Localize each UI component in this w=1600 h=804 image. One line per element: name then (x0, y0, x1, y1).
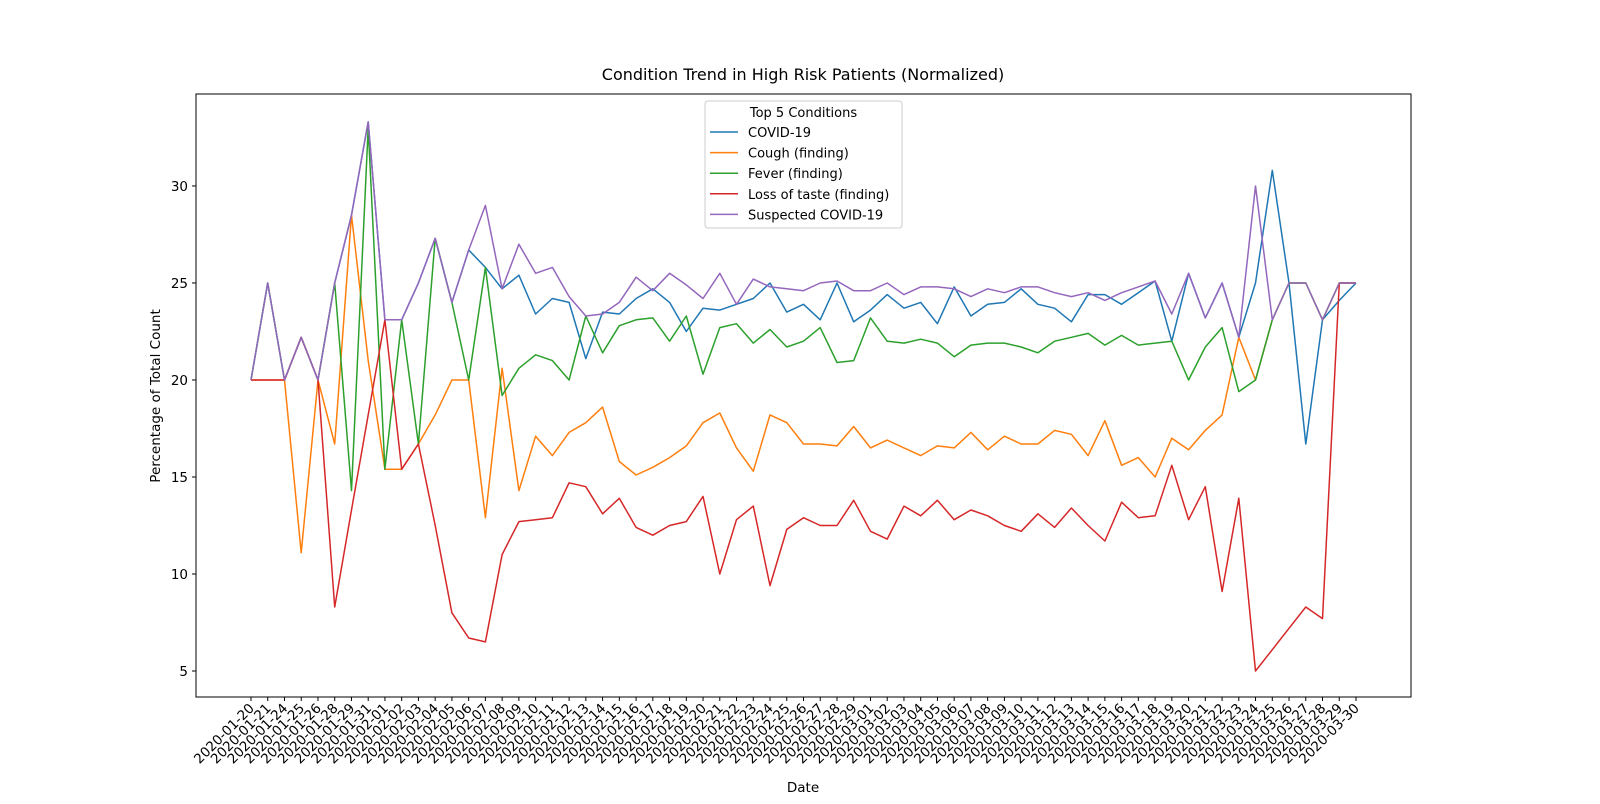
legend-label: Cough (finding) (748, 147, 849, 162)
y-tick-label: 10 (171, 567, 188, 583)
series-line (251, 214, 1356, 554)
legend-title: Top 5 Conditions (749, 106, 858, 121)
legend-label: Loss of taste (finding) (748, 188, 889, 203)
legend: Top 5 Conditions COVID-19 Cough (finding) F… (704, 100, 903, 229)
y-axis-label: Percentage of Total Count (148, 309, 164, 482)
legend-label: Suspected COVID-19 (748, 208, 883, 223)
y-tick-label: 15 (171, 470, 188, 486)
series-line (250, 121, 1356, 381)
legend-label: Fever (finding) (748, 167, 843, 182)
chart-title: Condition Trend in High Risk Patients (N… (602, 65, 1004, 84)
y-tick-label: 20 (171, 373, 188, 389)
legend-label: COVID-19 (748, 126, 811, 141)
y-tick-label: 30 (171, 179, 188, 195)
series-line (251, 282, 1356, 672)
x-axis-label: Date (787, 780, 819, 796)
y-tick-label: 25 (171, 276, 188, 292)
y-tick-label: 5 (179, 664, 188, 680)
legend-box (704, 100, 903, 229)
